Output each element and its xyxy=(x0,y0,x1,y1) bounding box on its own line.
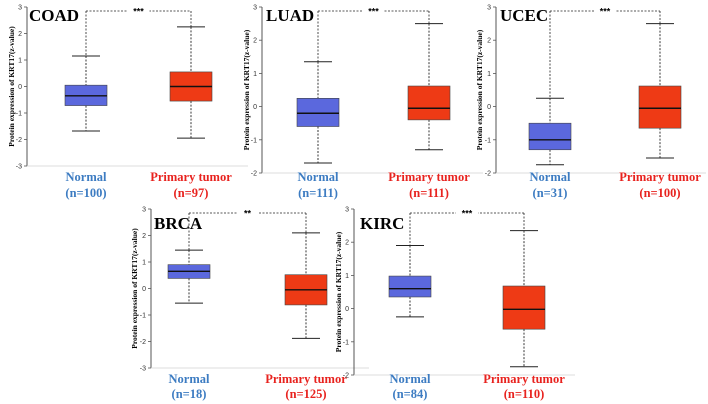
panel-coad: 3 2 1 0 -1 -2 -3 Protein expression of KRT17(z-… xyxy=(7,5,248,200)
significance-label: *** xyxy=(600,7,611,17)
iqr-box xyxy=(638,85,682,129)
y-tick-label: 0 xyxy=(18,84,22,91)
tumor-label: Primary tumor xyxy=(619,170,701,184)
tumor-label: Primary tumor xyxy=(388,170,470,184)
iqr-box xyxy=(407,85,451,121)
panel-luad: 3 2 1 0 -1 -2 Protein expression of KRT17(z-va… xyxy=(242,5,483,200)
significance-bracket: *** xyxy=(317,7,430,62)
iqr-box xyxy=(528,122,572,151)
significance-label: *** xyxy=(462,209,473,219)
y-tick-label: 2 xyxy=(487,38,491,45)
bracket-label-bg xyxy=(127,7,150,15)
panel-kirc: 3 2 1 0 -1 -2 Protein expression of KRT17(z-va… xyxy=(334,207,575,401)
tumor-n-label: (n=100) xyxy=(639,186,680,200)
y-axis-label: Protein expression of KRT17(z-value) xyxy=(334,231,343,352)
y-tick-label: 1 xyxy=(487,71,491,78)
significance-label: *** xyxy=(368,7,379,17)
y-tick-label: -3 xyxy=(140,366,146,373)
y-axis-label: Protein expression of KRT17(z-value) xyxy=(7,26,16,147)
y-tick-label: -2 xyxy=(251,171,257,178)
y-tick-label: -2 xyxy=(343,373,349,380)
panel-brca: 3 2 1 0 -1 -2 -3 Protein expression of KRT17(z-… xyxy=(130,207,369,401)
y-tick-label: 2 xyxy=(253,38,257,45)
y-tick-label: 0 xyxy=(253,104,257,111)
significance-bracket: *** xyxy=(85,7,192,57)
tumor-box-plot xyxy=(638,23,682,159)
tumor-n-label: (n=125) xyxy=(285,387,326,401)
y-tick-label: 2 xyxy=(142,233,146,240)
y-tick-label: -1 xyxy=(16,111,22,118)
y-tick-label: 2 xyxy=(345,240,349,247)
bracket-label-bg xyxy=(456,209,478,217)
panel-title: UCEC xyxy=(500,6,548,25)
normal-label: Normal xyxy=(66,170,107,184)
y-tick-label: 3 xyxy=(487,5,491,12)
tumor-box-plot xyxy=(407,23,451,151)
y-tick-label: 0 xyxy=(345,306,349,313)
normal-box-plot xyxy=(167,249,211,304)
iqr-box xyxy=(296,98,340,127)
panel-title: LUAD xyxy=(266,6,314,25)
bracket-label-bg xyxy=(594,7,616,15)
y-tick-label: 3 xyxy=(345,207,349,214)
y-tick-label: 1 xyxy=(18,58,22,65)
y-tick-label: -1 xyxy=(140,313,146,320)
y-tick-label: -3 xyxy=(16,164,22,171)
normal-label: Normal xyxy=(530,170,571,184)
significance-bracket: ** xyxy=(188,209,307,251)
normal-box-plot xyxy=(388,245,432,318)
y-tick-label: -1 xyxy=(485,137,491,144)
normal-label: Normal xyxy=(298,170,339,184)
y-tick-label: 1 xyxy=(345,273,349,280)
significance-bracket: *** xyxy=(549,7,661,99)
normal-box-plot xyxy=(296,61,340,164)
tumor-n-label: (n=111) xyxy=(409,186,449,200)
normal-n-label: (n=84) xyxy=(393,387,428,401)
y-tick-label: -1 xyxy=(343,339,349,346)
significance-label: ** xyxy=(244,209,252,219)
tumor-label: Primary tumor xyxy=(265,372,347,386)
bracket-label-bg xyxy=(236,209,259,217)
significance-label: *** xyxy=(133,7,144,17)
normal-n-label: (n=18) xyxy=(172,387,207,401)
normal-box-plot xyxy=(64,55,108,132)
normal-n-label: (n=100) xyxy=(65,186,106,200)
bracket-label-bg xyxy=(362,7,385,15)
y-tick-label: 1 xyxy=(142,260,146,267)
panel-title: COAD xyxy=(29,6,79,25)
panel-ucec: 3 2 1 0 -1 -2 Protein expression of KRT17(z-va… xyxy=(475,5,706,200)
y-tick-label: -2 xyxy=(485,171,491,178)
y-tick-label: 0 xyxy=(487,104,491,111)
tumor-box-plot xyxy=(284,232,328,339)
normal-label: Normal xyxy=(169,372,210,386)
tumor-n-label: (n=97) xyxy=(174,186,209,200)
y-tick-label: 2 xyxy=(18,31,22,38)
iqr-box xyxy=(388,275,432,298)
y-tick-label: 0 xyxy=(142,286,146,293)
tumor-box-plot xyxy=(502,230,546,368)
y-axis-label: Protein expression of KRT17(z-value) xyxy=(242,29,251,150)
y-tick-label: -2 xyxy=(140,339,146,346)
y-tick-label: 3 xyxy=(18,5,22,12)
iqr-box xyxy=(502,285,546,330)
normal-box-plot xyxy=(528,97,572,166)
y-axis-label: Protein expression of KRT17(z-value) xyxy=(475,29,484,150)
tumor-box-plot xyxy=(169,26,213,139)
y-tick-label: 1 xyxy=(253,71,257,78)
y-axis-label: Protein expression of KRT17(z-value) xyxy=(130,228,139,349)
tumor-label: Primary tumor xyxy=(483,372,565,386)
normal-n-label: (n=111) xyxy=(298,186,338,200)
tumor-n-label: (n=110) xyxy=(504,387,544,401)
panel-title: KIRC xyxy=(360,214,404,233)
panel-title: BRCA xyxy=(154,214,203,233)
y-tick-label: 3 xyxy=(253,5,257,12)
y-tick-label: 3 xyxy=(142,207,146,214)
tumor-label: Primary tumor xyxy=(150,170,232,184)
significance-bracket: *** xyxy=(409,209,525,246)
normal-n-label: (n=31) xyxy=(533,186,568,200)
y-tick-label: -2 xyxy=(16,137,22,144)
y-tick-label: -1 xyxy=(251,137,257,144)
normal-label: Normal xyxy=(390,372,431,386)
